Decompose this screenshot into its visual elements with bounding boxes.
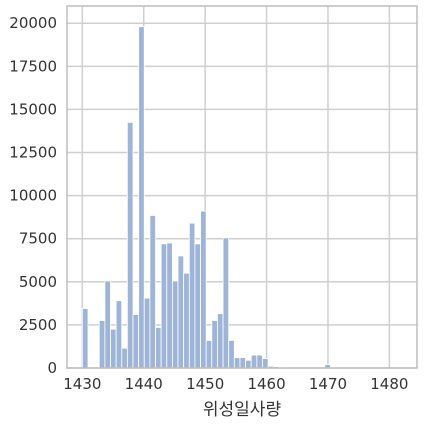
histogram-bar [188, 222, 196, 369]
histogram-bar [81, 308, 89, 369]
histogram-bar [104, 280, 111, 369]
x-tick-label: 1440 [125, 375, 163, 393]
histogram-bar [233, 357, 241, 369]
x-tick-label: 1460 [247, 375, 285, 393]
histogram-bar [256, 354, 263, 369]
histogram-bar [138, 26, 145, 369]
grid-layer [67, 6, 417, 369]
histogram-bar [121, 347, 128, 369]
y-tick-label: 20000 [9, 14, 57, 32]
histogram-bar [211, 320, 218, 369]
x-axis-label: 위성일사량 [203, 400, 282, 420]
histogram-bar [98, 320, 106, 369]
histogram-bar [132, 314, 140, 369]
x-tick-label: 1470 [309, 375, 347, 393]
x-tick-label: 1480 [370, 375, 408, 393]
histogram-bar [110, 328, 117, 369]
histogram-bar [217, 313, 224, 369]
histogram-bar [205, 340, 213, 369]
histogram-bar [194, 243, 201, 369]
x-tick-label: 1430 [63, 375, 101, 393]
y-tick-label: 12500 [9, 144, 57, 162]
y-tick-label: 10000 [9, 187, 57, 205]
histogram-bar [200, 210, 207, 369]
y-tick-label: 0 [47, 359, 57, 377]
y-tick-label: 5000 [19, 273, 57, 291]
tick-label-layer: 1430 1440 1450 1460 1470 1480 0 2500 5000 7500 100… [9, 14, 408, 393]
histogram-bar [143, 297, 151, 369]
histogram-bar [262, 358, 269, 369]
histogram-bar [149, 215, 156, 369]
histogram-bar [222, 237, 230, 369]
histogram-bar [155, 327, 162, 369]
histogram-bar [160, 243, 168, 369]
y-tick-label: 7500 [19, 230, 57, 248]
y-tick-label: 15000 [9, 100, 57, 118]
x-tick-label: 1450 [186, 375, 224, 393]
histogram-bar [183, 272, 190, 369]
y-tick-label: 17500 [9, 57, 57, 75]
histogram-bar [126, 121, 134, 369]
histogram-bar [239, 357, 246, 369]
plot-border [66, 5, 418, 369]
histogram-bar [245, 359, 252, 369]
histogram-bar [228, 340, 235, 369]
histogram-bar [115, 300, 123, 369]
y-tick-label: 2500 [19, 316, 57, 334]
histogram-bar [250, 354, 258, 369]
histogram-bar [172, 280, 179, 369]
histogram-bar [166, 242, 173, 369]
plot-frame [66, 5, 418, 369]
histogram-bar [177, 255, 185, 369]
